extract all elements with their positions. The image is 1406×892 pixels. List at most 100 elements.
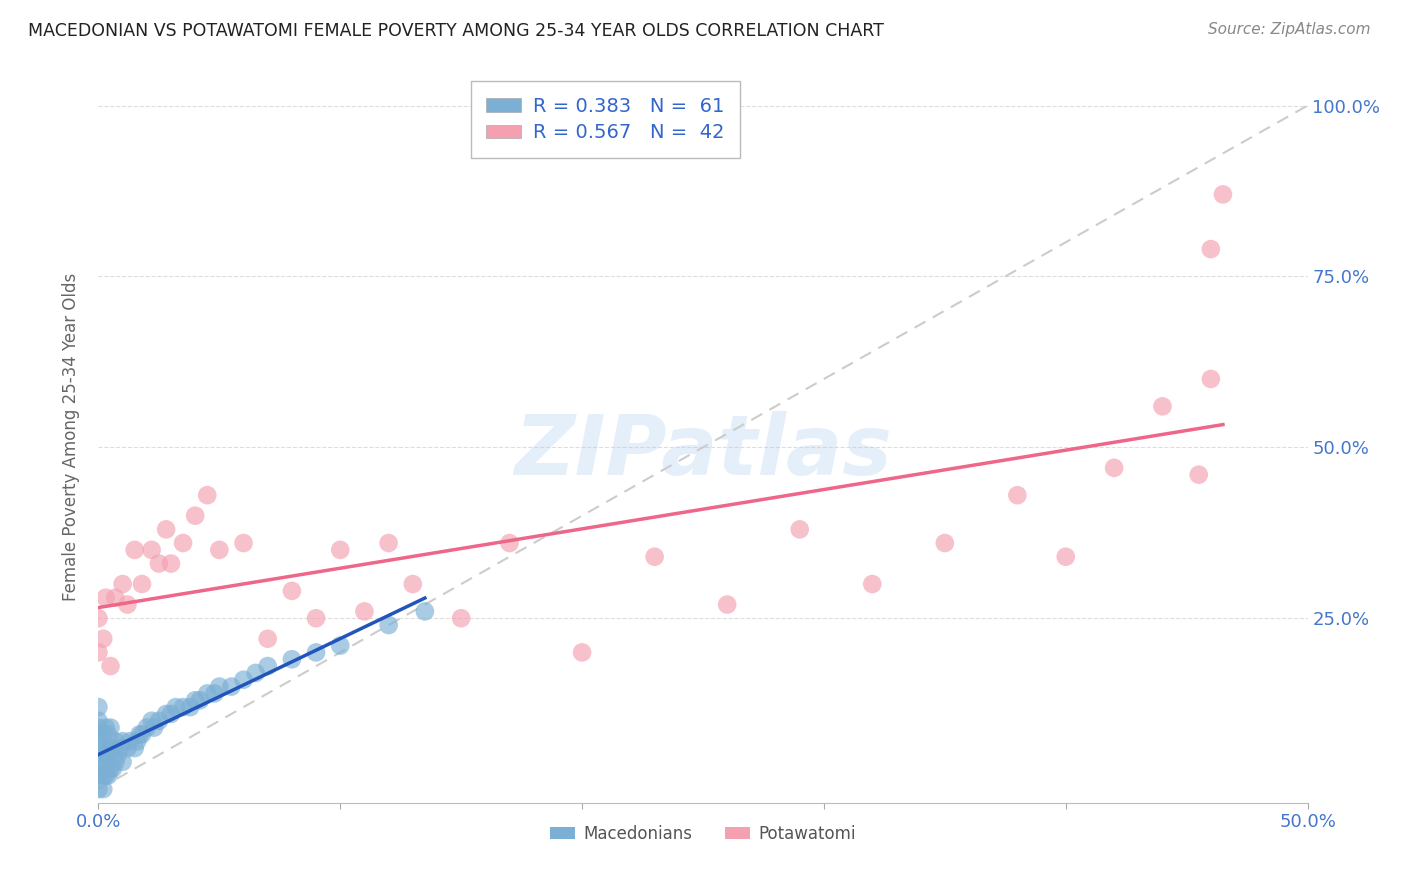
Point bbox=[172, 700, 194, 714]
Point bbox=[131, 577, 153, 591]
Point bbox=[94, 768, 117, 782]
Point bbox=[281, 652, 304, 666]
Point bbox=[111, 734, 134, 748]
Point bbox=[165, 700, 187, 714]
Point bbox=[148, 557, 170, 571]
Point bbox=[87, 782, 110, 797]
Point bbox=[148, 714, 170, 728]
Point bbox=[221, 680, 243, 694]
Point bbox=[87, 741, 110, 756]
Point bbox=[789, 522, 811, 536]
Point bbox=[195, 686, 218, 700]
Point bbox=[256, 632, 278, 646]
Point bbox=[91, 782, 114, 797]
Point bbox=[377, 618, 399, 632]
Point bbox=[143, 721, 166, 735]
Point bbox=[1199, 242, 1222, 256]
Text: ZIPatlas: ZIPatlas bbox=[515, 411, 891, 492]
Point bbox=[108, 741, 131, 756]
Point bbox=[97, 727, 120, 741]
Point bbox=[232, 536, 254, 550]
Point bbox=[127, 734, 149, 748]
Point bbox=[91, 727, 114, 741]
Point bbox=[305, 645, 328, 659]
Point bbox=[87, 727, 110, 741]
Point bbox=[1212, 187, 1234, 202]
Point bbox=[94, 721, 117, 735]
Point bbox=[101, 762, 124, 776]
Point bbox=[87, 714, 110, 728]
Point bbox=[160, 706, 183, 721]
Point bbox=[155, 522, 177, 536]
Point bbox=[87, 762, 110, 776]
Point bbox=[128, 727, 150, 741]
Point bbox=[1199, 372, 1222, 386]
Point bbox=[94, 591, 117, 605]
Point bbox=[232, 673, 254, 687]
Point bbox=[104, 734, 127, 748]
Point bbox=[87, 768, 110, 782]
Point bbox=[91, 632, 114, 646]
Point bbox=[91, 755, 114, 769]
Point bbox=[329, 639, 352, 653]
Point bbox=[184, 693, 207, 707]
Point bbox=[172, 536, 194, 550]
Point bbox=[107, 747, 129, 762]
Point bbox=[100, 762, 122, 776]
Point bbox=[208, 680, 231, 694]
Point bbox=[1152, 400, 1174, 414]
Point bbox=[571, 645, 593, 659]
Point bbox=[101, 741, 124, 756]
Point bbox=[179, 700, 201, 714]
Point bbox=[402, 577, 425, 591]
Point bbox=[91, 768, 114, 782]
Point bbox=[97, 747, 120, 762]
Point bbox=[934, 536, 956, 550]
Point bbox=[1054, 549, 1077, 564]
Point bbox=[1188, 467, 1211, 482]
Legend: Macedonians, Potawatomi: Macedonians, Potawatomi bbox=[543, 818, 863, 849]
Point bbox=[188, 693, 211, 707]
Point bbox=[141, 714, 163, 728]
Point bbox=[208, 542, 231, 557]
Point bbox=[87, 700, 110, 714]
Point bbox=[111, 577, 134, 591]
Point bbox=[87, 721, 110, 735]
Text: MACEDONIAN VS POTAWATOMI FEMALE POVERTY AMONG 25-34 YEAR OLDS CORRELATION CHART: MACEDONIAN VS POTAWATOMI FEMALE POVERTY … bbox=[28, 22, 884, 40]
Point bbox=[141, 542, 163, 557]
Point bbox=[87, 747, 110, 762]
Point bbox=[117, 598, 139, 612]
Point bbox=[204, 686, 226, 700]
Point bbox=[124, 542, 146, 557]
Point bbox=[135, 721, 157, 735]
Point bbox=[329, 542, 352, 557]
Point bbox=[160, 557, 183, 571]
Y-axis label: Female Poverty Among 25-34 Year Olds: Female Poverty Among 25-34 Year Olds bbox=[62, 273, 80, 601]
Point bbox=[117, 741, 139, 756]
Point bbox=[87, 734, 110, 748]
Point bbox=[131, 727, 153, 741]
Point bbox=[97, 768, 120, 782]
Text: Source: ZipAtlas.com: Source: ZipAtlas.com bbox=[1208, 22, 1371, 37]
Point bbox=[100, 721, 122, 735]
Point bbox=[1007, 488, 1029, 502]
Point bbox=[118, 734, 141, 748]
Point bbox=[87, 645, 110, 659]
Point bbox=[413, 604, 436, 618]
Point bbox=[256, 659, 278, 673]
Point bbox=[305, 611, 328, 625]
Point bbox=[94, 755, 117, 769]
Point bbox=[87, 611, 110, 625]
Point bbox=[353, 604, 375, 618]
Point bbox=[281, 583, 304, 598]
Point bbox=[100, 659, 122, 673]
Point bbox=[450, 611, 472, 625]
Point bbox=[155, 706, 177, 721]
Point bbox=[111, 755, 134, 769]
Point bbox=[644, 549, 666, 564]
Point bbox=[104, 591, 127, 605]
Point bbox=[860, 577, 883, 591]
Point bbox=[94, 741, 117, 756]
Point bbox=[184, 508, 207, 523]
Point bbox=[124, 741, 146, 756]
